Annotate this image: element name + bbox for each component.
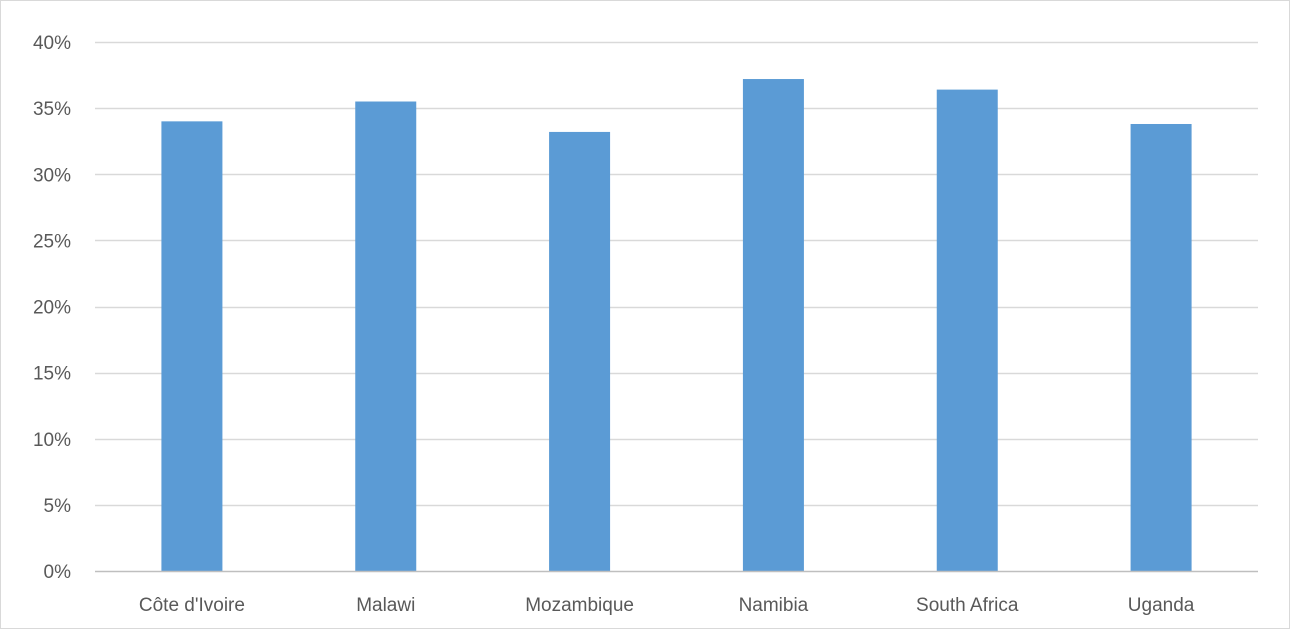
y-tick-label: 40% xyxy=(33,33,71,54)
bar xyxy=(355,101,417,571)
x-tick-label: Malawi xyxy=(356,595,415,616)
x-tick-label: Mozambique xyxy=(525,595,634,616)
bars xyxy=(161,79,1192,572)
bar xyxy=(742,79,804,571)
x-tick-label: Namibia xyxy=(739,595,809,616)
y-tick-labels: 0% 5% 10% 15% 20% 25% 30% 35% 40% xyxy=(33,33,71,583)
bar xyxy=(1130,123,1192,572)
y-tick-label: 5% xyxy=(44,496,72,517)
x-tick-label: South Africa xyxy=(916,595,1019,616)
bar xyxy=(936,89,998,572)
x-tick-label: Côte d'Ivoire xyxy=(139,595,245,616)
y-tick-label: 0% xyxy=(44,562,72,583)
y-tick-label: 10% xyxy=(33,430,71,451)
y-tick-label: 25% xyxy=(33,231,71,252)
x-tick-labels: Côte d'Ivoire Malawi Mozambique Namibia Sout… xyxy=(139,595,1195,616)
x-tick-label: Uganda xyxy=(1128,595,1195,616)
y-tick-label: 35% xyxy=(33,99,71,120)
bar xyxy=(549,131,611,571)
y-tick-label: 30% xyxy=(33,165,71,186)
bar xyxy=(161,121,223,571)
y-tick-label: 20% xyxy=(33,298,71,319)
gridlines xyxy=(95,41,1258,507)
y-tick-label: 15% xyxy=(33,364,71,385)
